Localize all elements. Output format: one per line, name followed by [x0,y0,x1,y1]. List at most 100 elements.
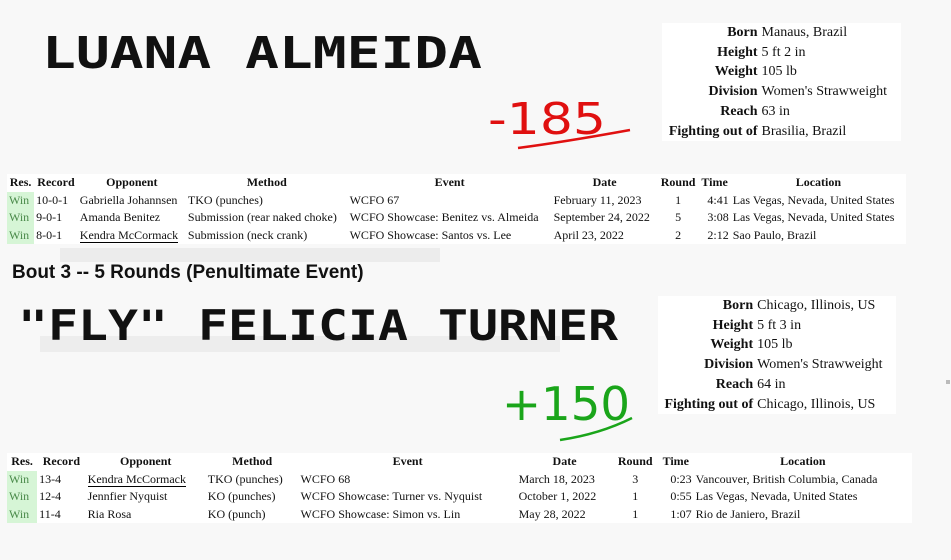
profile-value: 64 in [757,376,786,392]
profile-value: Women's Strawweight [757,357,883,373]
fight-result: Win [7,209,35,227]
col-event: Event [392,454,423,468]
fight-method: TKO (punches) [187,192,263,207]
profile-label: Reach [720,103,758,119]
fight-result: Win [7,505,38,524]
profile-value: Chicago, Illinois, US [757,396,876,412]
profile-label: Fighting out of [668,123,758,139]
table-row: Win 11-4 Ria Rosa KO (punch) WCFO Showcase: … [7,505,912,524]
fight-location: Sao Paulo, Brazil [732,227,817,242]
profile-value: Women's Strawweight [761,84,887,100]
fighter2-odds-handwritten: +150 [502,378,633,442]
fight-date: September 24, 2022 [553,210,650,225]
background-residue [60,248,440,262]
fight-time: 2:12 [707,227,729,242]
col-opponent: Opponent [120,454,172,468]
fight-location: Vancouver, British Columbia, Canada [695,471,878,486]
fight-time: 3:08 [707,210,729,225]
profile-label: Division [704,357,754,373]
fighter1-name: LUANA ALMEIDA [42,28,482,76]
fight-round: 3 [632,471,639,486]
fight-record: 10-0-1 [36,192,69,207]
fight-event: WCFO Showcase: Santos vs. Lee [349,227,512,242]
col-record: Record [42,454,81,468]
fight-method: KO (punch) [207,506,266,521]
profile-label: Reach [715,376,754,392]
profile-value: 5 ft 3 in [757,317,802,333]
col-time: Time [701,175,728,189]
fight-record: 9-0-1 [36,210,63,225]
table-row: Win 9-0-1 Amanda Benitez Submission (rear n… [7,209,906,227]
col-opponent: Opponent [106,175,158,189]
fight-method: TKO (punches) [207,471,283,486]
table-row: Win 10-0-1 Gabriella Johannsen TKO (punches… [7,191,906,210]
fight-opponent: Jennfier Nyquist [87,489,168,504]
fight-event: WCFO 67 [349,192,400,207]
profile-row: Fighting out of Brasilia, Brazil [662,122,901,142]
fight-time: 0:23 [670,471,692,486]
table-header-row: Res. Record Opponent Method Event Date R… [7,453,912,471]
col-round: Round [660,175,696,189]
profile-row: Born Manaus, Brazil [662,23,901,43]
fight-opponent: Ria Rosa [87,506,132,521]
fight-event: WCFO Showcase: Benitez vs. Almeida [349,210,539,225]
profile-value: 5 ft 2 in [761,44,806,60]
fight-record: 13-4 [39,471,62,486]
profile-label: Weight [714,64,758,80]
col-date: Date [592,175,617,189]
fight-date: February 11, 2023 [553,192,642,207]
fighter2-name-handwritten: "FLY" FELICIA TURNER [18,301,619,350]
profile-label: Born [727,25,758,40]
profile-value: 63 in [761,103,790,119]
profile-row: Fighting out of Chicago, Illinois, US [658,395,896,415]
profile-row: Height 5 ft 2 in [662,43,901,63]
profile-label: Division [708,84,758,100]
fight-event: WCFO 68 [300,471,351,486]
fighter1-odds-handwritten: -185 [488,94,631,150]
col-method: Method [246,175,287,189]
profile-row: Division Women's Strawweight [662,82,901,102]
profile-value: Chicago, Illinois, US [757,298,876,313]
fighter2-profile-table: Born Chicago, Illinois, US Height 5 ft 3 in… [658,296,896,415]
scroll-mark [946,380,950,384]
fight-location: Las Vegas, Nevada, United States [732,210,895,225]
profile-value: 105 lb [757,337,793,353]
fight-date: April 23, 2022 [553,227,624,242]
fight-method: KO (punches) [207,489,276,504]
fight-method: Submission (neck crank) [187,227,308,242]
fighter1-name-handwritten: LUANA ALMEIDA [42,28,482,76]
fight-method: Submission (rear naked choke) [187,210,337,225]
fight-record: 12-4 [39,489,62,504]
col-event: Event [434,175,465,189]
fight-time: 1:07 [670,506,692,521]
col-time: Time [662,454,690,468]
table-header-row: Res. Record Opponent Method Event Date R… [7,174,906,192]
fighter1-fight-history: Res. Record Opponent Method Event Date R… [7,174,906,245]
fight-location: Las Vegas, Nevada, United States [695,489,858,504]
profile-label: Height [717,44,758,60]
col-round: Round [617,454,653,468]
profile-label: Fighting out of [664,396,754,412]
col-location: Location [795,175,842,189]
profile-label: Weight [710,337,754,353]
profile-row: Division Women's Strawweight [658,355,896,375]
fight-date: October 1, 2022 [518,489,597,504]
background-residue [40,336,560,352]
table-row: Win 8-0-1 Kendra McCormack Submission (neck… [7,226,906,245]
fight-round: 1 [675,192,682,207]
opponent-link[interactable]: Kendra McCormack [87,471,186,487]
col-res: Res. [11,454,33,468]
profile-label: Born [722,298,754,313]
fight-opponent: Amanda Benitez [79,210,161,225]
opponent-link[interactable]: Kendra McCormack [79,227,179,243]
fight-location: Las Vegas, Nevada, United States [732,192,895,207]
profile-value: Brasilia, Brazil [761,123,847,139]
fight-round: 2 [675,227,682,242]
profile-row: Reach 64 in [658,375,896,395]
fight-result: Win [7,470,38,489]
fight-result: Win [7,488,38,506]
profile-row: Reach 63 in [662,102,901,122]
profile-value: 105 lb [761,64,797,80]
col-date: Date [552,454,577,468]
profile-row: Weight 105 lb [658,335,896,355]
